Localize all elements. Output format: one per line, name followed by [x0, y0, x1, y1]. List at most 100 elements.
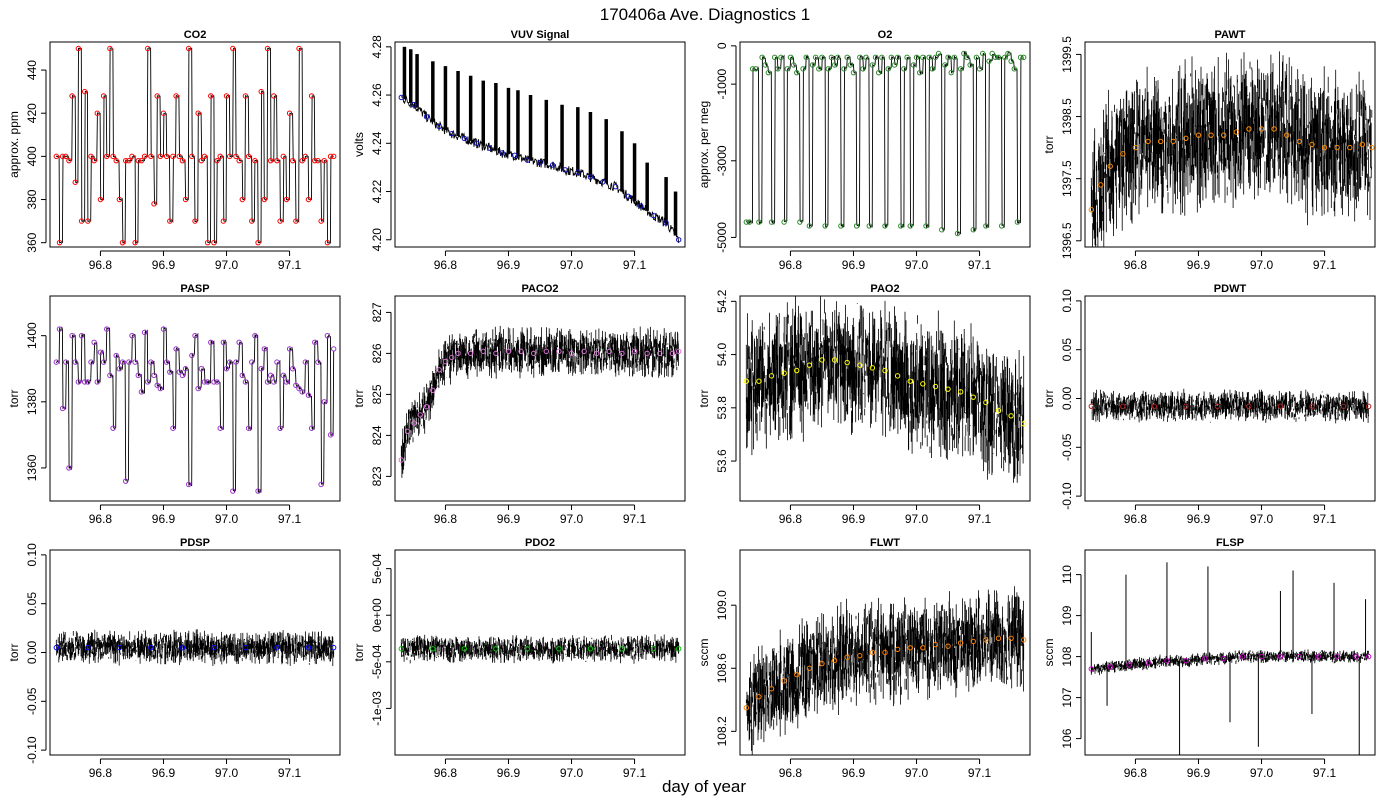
y-axis-label: sccm [1042, 639, 1056, 667]
data-point [901, 66, 907, 72]
data-point [182, 196, 189, 203]
data-point [81, 88, 88, 95]
x-tick-label: 97.1 [623, 512, 647, 526]
data-point [302, 153, 309, 160]
y-tick-label: 440 [25, 60, 39, 80]
y-tick-label: 1398.5 [1060, 98, 1074, 135]
data-point [299, 389, 305, 395]
data-point [1277, 403, 1284, 410]
data-point [869, 649, 876, 656]
data-point [252, 157, 258, 164]
data-point [913, 54, 920, 61]
data-point [945, 643, 951, 649]
data-point [1271, 126, 1277, 132]
data-point [145, 379, 151, 385]
y-axis-label: torr [697, 389, 711, 407]
y-axis-label: torr [7, 643, 21, 661]
data-point [264, 45, 271, 52]
data-point [138, 157, 145, 164]
data-point [242, 93, 249, 99]
y-axis-label: volts [352, 132, 366, 157]
data-point [94, 379, 100, 385]
data-point [176, 369, 182, 375]
data-point [1340, 403, 1347, 410]
data-point [63, 359, 69, 365]
data-point [957, 640, 964, 646]
data-point [543, 348, 550, 355]
data-point [255, 239, 261, 246]
data-point [781, 219, 787, 225]
data-point [631, 348, 638, 355]
data-point [145, 45, 151, 52]
x-tick-label: 97.0 [1250, 258, 1274, 272]
data-layer [1088, 388, 1372, 424]
data-point [122, 478, 129, 484]
data-point [1183, 135, 1189, 141]
data-point [1164, 658, 1170, 664]
y-tick-label: 4.22 [370, 180, 384, 204]
data-point [305, 644, 312, 651]
data-point [1369, 144, 1375, 151]
y-axis-label: sccm [697, 639, 711, 667]
series-line [745, 586, 1025, 755]
data-point [957, 66, 964, 72]
data-point [841, 66, 847, 72]
data-point [787, 54, 794, 61]
panel-flwt: FLWT sccm 96.8 96.9 97.0 97.1 108.2 108.6 109.0 [697, 537, 1031, 780]
plot-frame [739, 295, 1031, 502]
y-tick-label: 1397.5 [1060, 160, 1074, 197]
data-point [173, 93, 179, 99]
data-point [995, 54, 1002, 61]
data-point [78, 218, 85, 224]
x-tick-label: 96.8 [89, 766, 113, 780]
data-point [1088, 207, 1095, 213]
data-point [1145, 138, 1151, 145]
data-point [816, 66, 822, 72]
data-point [644, 350, 650, 357]
data-point [176, 153, 182, 160]
data-point [59, 153, 66, 160]
data-point [110, 425, 116, 431]
data-point [211, 379, 217, 385]
x-axis: 96.8 96.9 97.0 97.1 [89, 250, 302, 272]
data-point [1246, 403, 1252, 410]
data-layer [743, 296, 1027, 483]
x-tick-label: 97.1 [623, 258, 647, 272]
panel-title: PACO2 [521, 283, 558, 295]
x-tick-label: 96.8 [779, 766, 803, 780]
data-point [72, 179, 78, 185]
data-point [283, 196, 290, 203]
data-point [75, 45, 82, 52]
data-point [530, 350, 537, 357]
data-point [97, 196, 104, 203]
data-point [800, 66, 806, 72]
data-point [1334, 653, 1340, 660]
data-layer [398, 46, 682, 243]
data-point [236, 339, 242, 345]
data-point [59, 405, 66, 412]
data-point [638, 203, 644, 209]
data-point [277, 218, 283, 224]
data-point [154, 93, 160, 99]
data-point [920, 645, 926, 651]
y-tick-label: 108.2 [715, 716, 729, 746]
panel-pdwt: PDWT torr 96.8 96.9 97.0 97.1 -0.10 -0.05 0.00 0.… [1042, 283, 1376, 526]
data-point [762, 62, 768, 68]
data-point [983, 637, 989, 643]
data-point [56, 326, 63, 332]
data-point [217, 425, 223, 431]
data-point [66, 157, 72, 164]
x-tick-label: 96.8 [1124, 766, 1148, 780]
data-point [907, 645, 913, 651]
data-point [957, 389, 964, 395]
y-tick-label: -5e-04 [370, 644, 384, 679]
data-point [850, 69, 857, 76]
data-point [126, 359, 132, 365]
data-point [148, 359, 154, 365]
data-point [173, 346, 179, 352]
y-axis-label: torr [1042, 389, 1056, 407]
panel-title: PDSP [180, 537, 210, 549]
x-tick-label: 96.8 [1124, 512, 1148, 526]
data-point [920, 381, 926, 387]
